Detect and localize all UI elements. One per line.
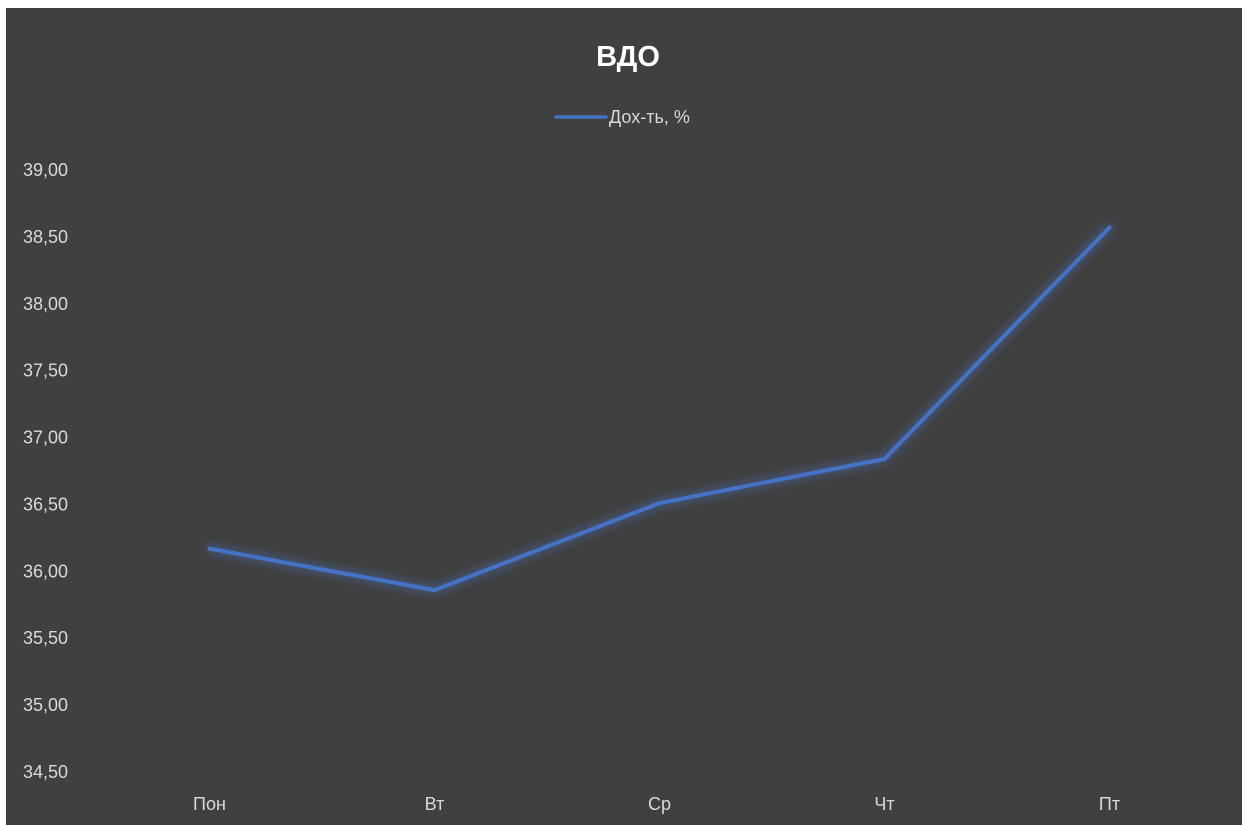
- chart-background: [6, 8, 1242, 825]
- y-tick-label: 38,50: [23, 227, 68, 247]
- data-point: [432, 588, 437, 593]
- y-tick-label: 35,50: [23, 628, 68, 648]
- y-tick-label: 37,00: [23, 428, 68, 448]
- data-point: [882, 456, 887, 461]
- chart-title: ВДО: [596, 41, 660, 73]
- data-point: [1107, 225, 1112, 230]
- x-tick-label: Пт: [1099, 794, 1120, 814]
- x-tick-label: Вт: [425, 794, 445, 814]
- y-tick-label: 37,50: [23, 361, 68, 381]
- y-tick-label: 36,00: [23, 561, 68, 581]
- legend: Дох-ть, %: [554, 107, 690, 127]
- x-tick-label: Пон: [193, 794, 226, 814]
- y-tick-label: 36,50: [23, 494, 68, 514]
- data-point: [657, 501, 662, 506]
- legend-label: Дох-ть, %: [609, 107, 690, 127]
- y-tick-label: 34,50: [23, 762, 68, 782]
- y-axis: 34,50 35,00 35,50 36,00 36,50 37,00 37,50 38,00…: [23, 160, 68, 782]
- x-tick-label: Чт: [874, 794, 894, 814]
- y-tick-label: 39,00: [23, 160, 68, 180]
- series-layer: [207, 225, 1112, 593]
- y-tick-label: 38,00: [23, 294, 68, 314]
- data-point: [207, 546, 212, 551]
- y-tick-label: 35,00: [23, 695, 68, 715]
- x-axis: Пон Вт Ср Чт Пт: [193, 794, 1120, 814]
- x-tick-label: Ср: [648, 794, 671, 814]
